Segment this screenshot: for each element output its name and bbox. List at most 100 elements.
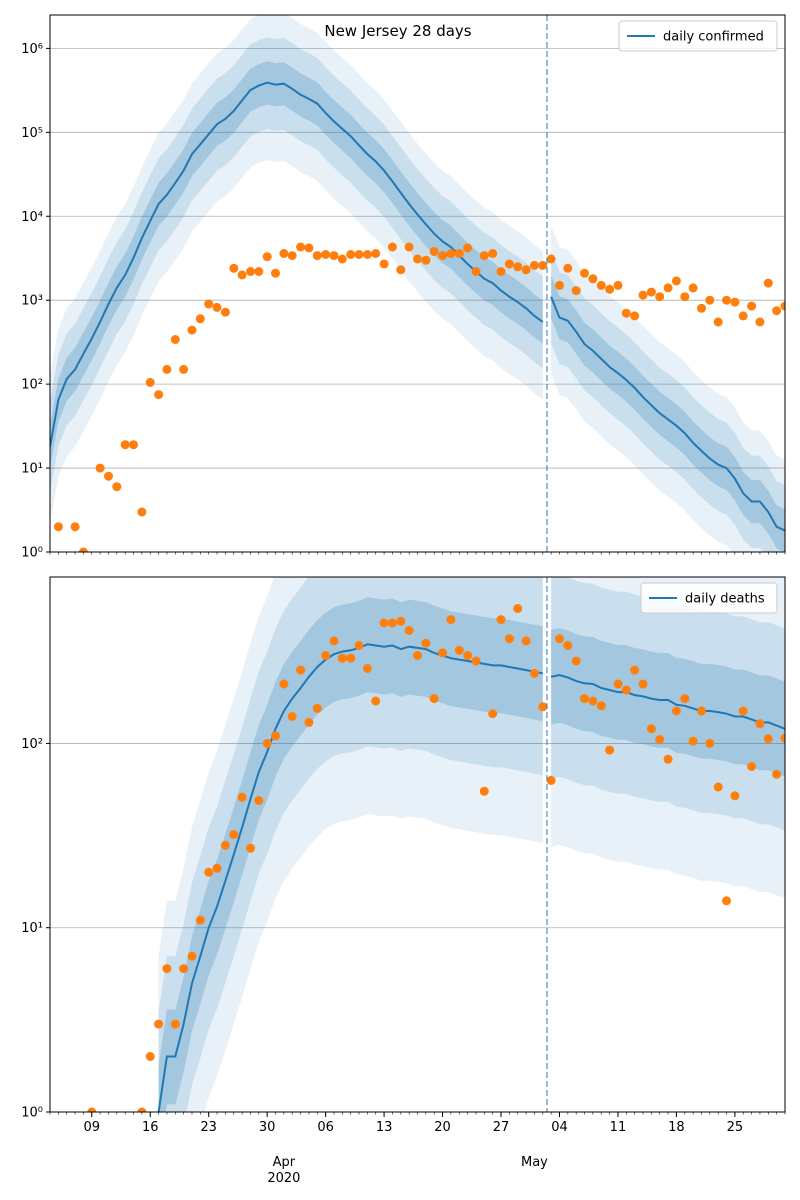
observed-point bbox=[496, 615, 506, 625]
observed-point bbox=[187, 325, 197, 335]
observed-point bbox=[429, 247, 439, 256]
observed-point bbox=[78, 547, 88, 552]
observed-point bbox=[747, 762, 757, 771]
observed-point bbox=[705, 738, 715, 748]
observed-point bbox=[362, 250, 372, 259]
observed-point bbox=[137, 1107, 147, 1112]
observed-point bbox=[145, 1052, 155, 1061]
observed-point bbox=[287, 712, 297, 721]
observed-point bbox=[296, 242, 306, 252]
observed-point bbox=[337, 254, 347, 264]
observed-point bbox=[187, 951, 197, 961]
y-tick-label: 10⁶ bbox=[21, 42, 43, 57]
observed-point bbox=[312, 251, 322, 261]
confirmed-panel: 10⁰ 10¹ 10² 10³ 10⁴ 10⁵ 10⁶ New Jersey 28 days d… bbox=[21, 14, 786, 561]
observed-point bbox=[387, 242, 397, 252]
observed-point bbox=[663, 283, 673, 293]
observed-point bbox=[488, 709, 498, 719]
observed-point bbox=[730, 791, 740, 801]
x-tick-label: 25 bbox=[727, 1120, 744, 1135]
observed-point bbox=[362, 664, 372, 673]
legend-label: daily deaths bbox=[685, 592, 765, 607]
observed-point bbox=[413, 651, 422, 660]
observed-point bbox=[705, 295, 715, 305]
y-tick-label: 10² bbox=[21, 378, 43, 393]
observed-point bbox=[446, 249, 456, 258]
observed-point bbox=[671, 276, 681, 286]
observed-point bbox=[212, 302, 222, 312]
observed-point bbox=[379, 259, 389, 269]
uncertainty-band bbox=[158, 577, 543, 1112]
observed-point bbox=[463, 651, 473, 660]
observed-point bbox=[722, 295, 731, 305]
observed-point bbox=[346, 250, 356, 259]
uncertainty-band bbox=[551, 577, 785, 831]
observed-point bbox=[680, 292, 690, 302]
uncertainty-band bbox=[50, 15, 543, 524]
observed-point bbox=[87, 1107, 97, 1112]
observed-point bbox=[471, 267, 481, 276]
observed-point bbox=[154, 1019, 164, 1029]
legend bbox=[618, 20, 778, 52]
observed-point bbox=[329, 636, 339, 646]
x-tick-label: 30 bbox=[259, 1120, 276, 1135]
observed-point bbox=[488, 249, 498, 258]
observed-point bbox=[697, 706, 706, 716]
observed-point bbox=[655, 292, 665, 302]
observed-point bbox=[613, 679, 623, 689]
observed-point bbox=[387, 618, 397, 628]
x-tick-label: 11 bbox=[610, 1120, 627, 1135]
x-tick-label: 18 bbox=[668, 1120, 685, 1135]
observed-point bbox=[738, 311, 748, 321]
observed-point bbox=[630, 311, 640, 321]
month-label: Apr bbox=[273, 1155, 296, 1170]
observed-point bbox=[170, 335, 180, 344]
uncertainty-band bbox=[50, 37, 543, 493]
observed-point bbox=[780, 733, 785, 743]
observed-point bbox=[596, 280, 606, 290]
observed-point bbox=[396, 265, 406, 275]
x-tick-label: 23 bbox=[200, 1120, 217, 1135]
observed-point bbox=[170, 1019, 180, 1029]
observed-point bbox=[747, 301, 757, 311]
observed-point bbox=[621, 308, 631, 318]
observed-point bbox=[229, 830, 239, 840]
observed-point bbox=[588, 274, 598, 284]
observed-point bbox=[204, 867, 214, 877]
observed-point bbox=[104, 471, 113, 481]
observed-point bbox=[346, 653, 356, 663]
observed-point bbox=[404, 626, 414, 635]
observed-point bbox=[521, 636, 531, 646]
observed-point bbox=[354, 250, 364, 259]
x-tick-label: 06 bbox=[317, 1120, 334, 1135]
observed-point bbox=[546, 254, 556, 264]
observed-point bbox=[304, 717, 314, 727]
observed-point bbox=[229, 263, 239, 273]
observed-point bbox=[529, 668, 539, 678]
observed-point bbox=[688, 736, 698, 746]
observed-point bbox=[371, 696, 381, 706]
observed-point bbox=[713, 782, 723, 792]
observed-point bbox=[538, 702, 548, 712]
observed-point bbox=[287, 251, 297, 261]
observed-point bbox=[605, 745, 615, 755]
observed-point bbox=[296, 665, 306, 675]
observed-point bbox=[521, 265, 531, 275]
observed-point bbox=[663, 754, 673, 764]
observed-point bbox=[571, 656, 581, 666]
uncertainty-band bbox=[551, 251, 785, 552]
observed-point bbox=[638, 290, 648, 300]
observed-point bbox=[220, 307, 230, 317]
legend bbox=[640, 582, 778, 614]
observed-point bbox=[354, 641, 364, 650]
observed-point bbox=[596, 701, 606, 711]
observed-point bbox=[421, 638, 431, 648]
observed-point bbox=[513, 604, 523, 613]
observed-point bbox=[755, 317, 765, 327]
observed-point bbox=[571, 286, 581, 296]
observed-point bbox=[162, 364, 172, 374]
observed-point bbox=[580, 694, 589, 704]
observed-point bbox=[463, 243, 473, 253]
y-tick-label: 10⁴ bbox=[21, 210, 43, 225]
